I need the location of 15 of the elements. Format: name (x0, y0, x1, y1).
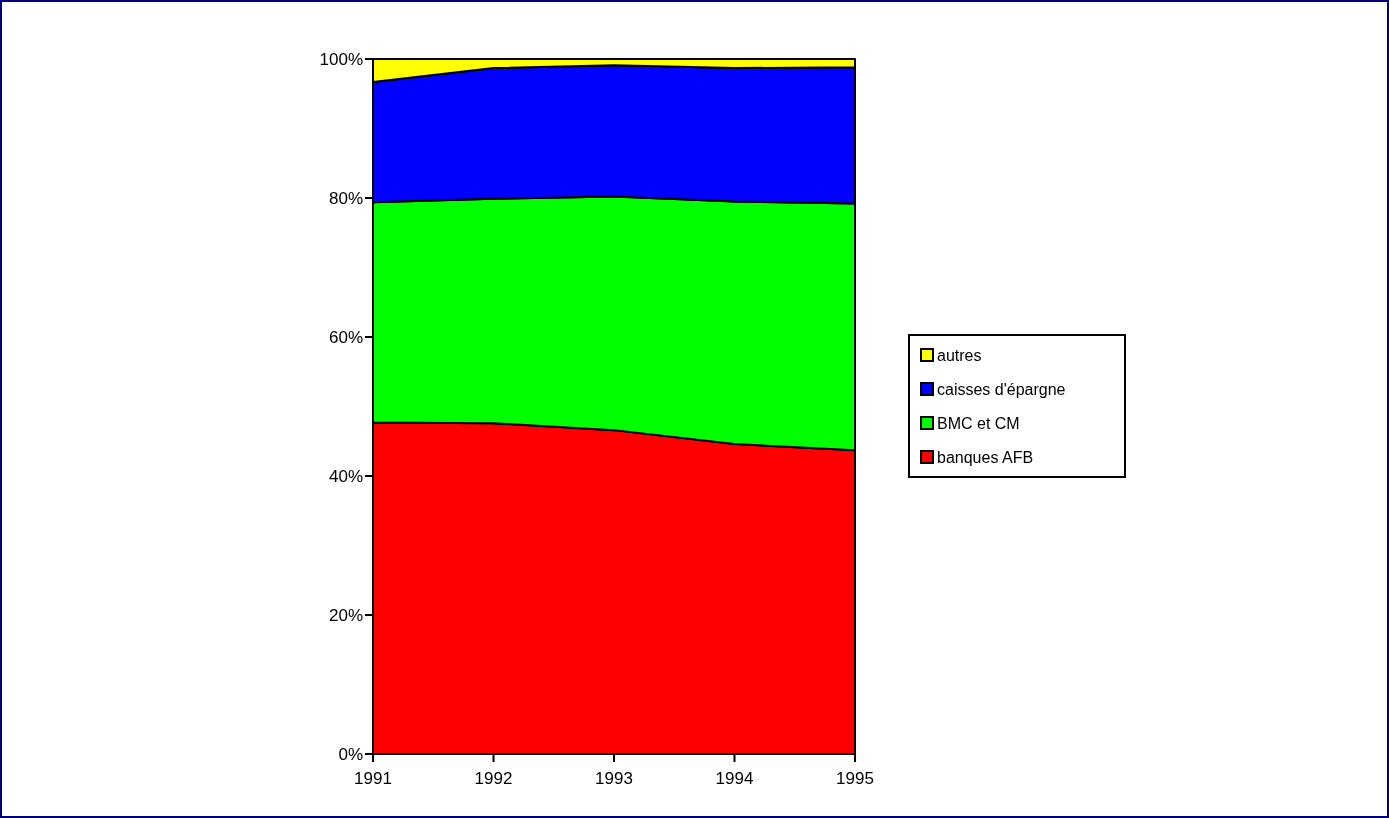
legend-label: caisses d'épargne (937, 380, 1066, 398)
y-tick-label: 60% (328, 327, 363, 347)
x-tick-label: 1992 (474, 769, 513, 788)
y-tick-label: 0% (338, 744, 363, 764)
x-tick-label: 1994 (715, 769, 754, 788)
y-tick-label: 100% (319, 49, 363, 69)
x-tick-label: 1993 (595, 769, 633, 788)
y-tick-label: 20% (328, 605, 363, 625)
legend-label: banques AFB (937, 448, 1034, 466)
x-tick-label: 1991 (354, 769, 392, 788)
y-tick-label: 40% (328, 466, 363, 486)
y-tick-label: 80% (328, 188, 363, 208)
legend-label: BMC et CM (937, 414, 1020, 432)
x-tick-label: 1995 (836, 769, 874, 788)
legend-label: autres (937, 346, 982, 364)
